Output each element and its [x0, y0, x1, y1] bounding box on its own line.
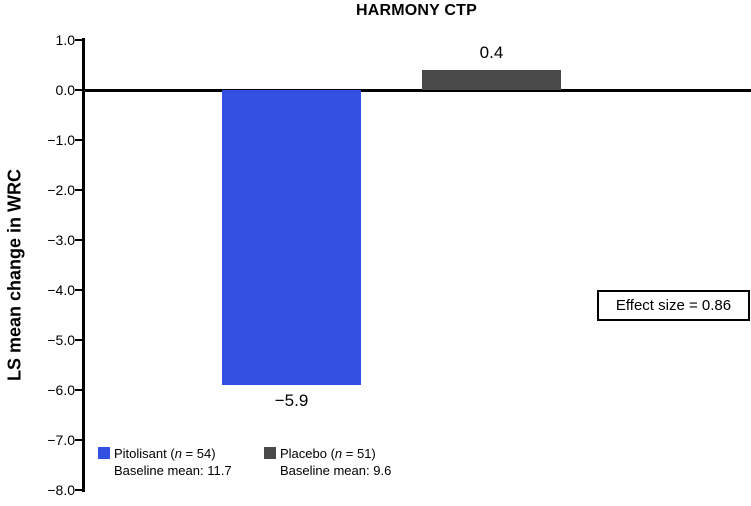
y-tick-mark [75, 89, 82, 91]
legend-series-label: Pitolisant (n = 54) [114, 446, 216, 461]
y-tick-label: −1.0 [47, 132, 75, 148]
legend-baseline-label: Baseline mean: 9.6 [280, 463, 392, 478]
zero-baseline [82, 89, 751, 92]
bar-value-label-pitolisant: −5.9 [274, 391, 309, 410]
y-tick-label: −8.0 [47, 482, 75, 498]
y-tick-label: 1.0 [55, 32, 75, 48]
legend: Pitolisant (n = 54) Baseline mean: 11.7 Pl… [98, 445, 391, 479]
y-tick-mark [75, 189, 82, 191]
legend-series-label: Placebo (n = 51) [280, 446, 376, 461]
y-tick-label: −3.0 [47, 232, 75, 248]
y-tick-mark [75, 339, 82, 341]
bar-value-label-placebo: 0.4 [479, 43, 504, 62]
y-tick-mark [75, 239, 82, 241]
legend-baseline-label: Baseline mean: 11.7 [114, 463, 232, 478]
y-tick-mark [75, 289, 82, 291]
legend-text: Placebo (n = 51) Baseline mean: 9.6 [280, 445, 391, 479]
bar-pitolisant [222, 90, 361, 385]
legend-item-placebo: Placebo (n = 51) Baseline mean: 9.6 [264, 445, 391, 479]
legend-swatch-icon [98, 447, 110, 459]
y-tick-label: −4.0 [47, 282, 75, 298]
y-tick-mark [75, 439, 82, 441]
y-tick-label: −6.0 [47, 382, 75, 398]
y-axis-line [82, 38, 85, 492]
effect-size-annotation: Effect size = 0.86 [597, 290, 750, 321]
y-tick-mark [75, 389, 82, 391]
bar-placebo [422, 70, 561, 90]
chart-title: HARMONY CTP [355, 2, 478, 19]
y-tick-mark [75, 489, 82, 491]
legend-swatch-icon [264, 447, 276, 459]
y-tick-label: −7.0 [47, 432, 75, 448]
y-tick-mark [75, 39, 82, 41]
legend-item-pitolisant: Pitolisant (n = 54) Baseline mean: 11.7 [98, 445, 264, 479]
y-tick-label: −2.0 [47, 182, 75, 198]
y-tick-label: −5.0 [47, 332, 75, 348]
y-axis-title: LS mean change in WRC [4, 168, 25, 382]
y-tick-label: 0.0 [55, 82, 75, 98]
legend-text: Pitolisant (n = 54) Baseline mean: 11.7 [114, 445, 232, 479]
y-tick-mark [75, 139, 82, 141]
